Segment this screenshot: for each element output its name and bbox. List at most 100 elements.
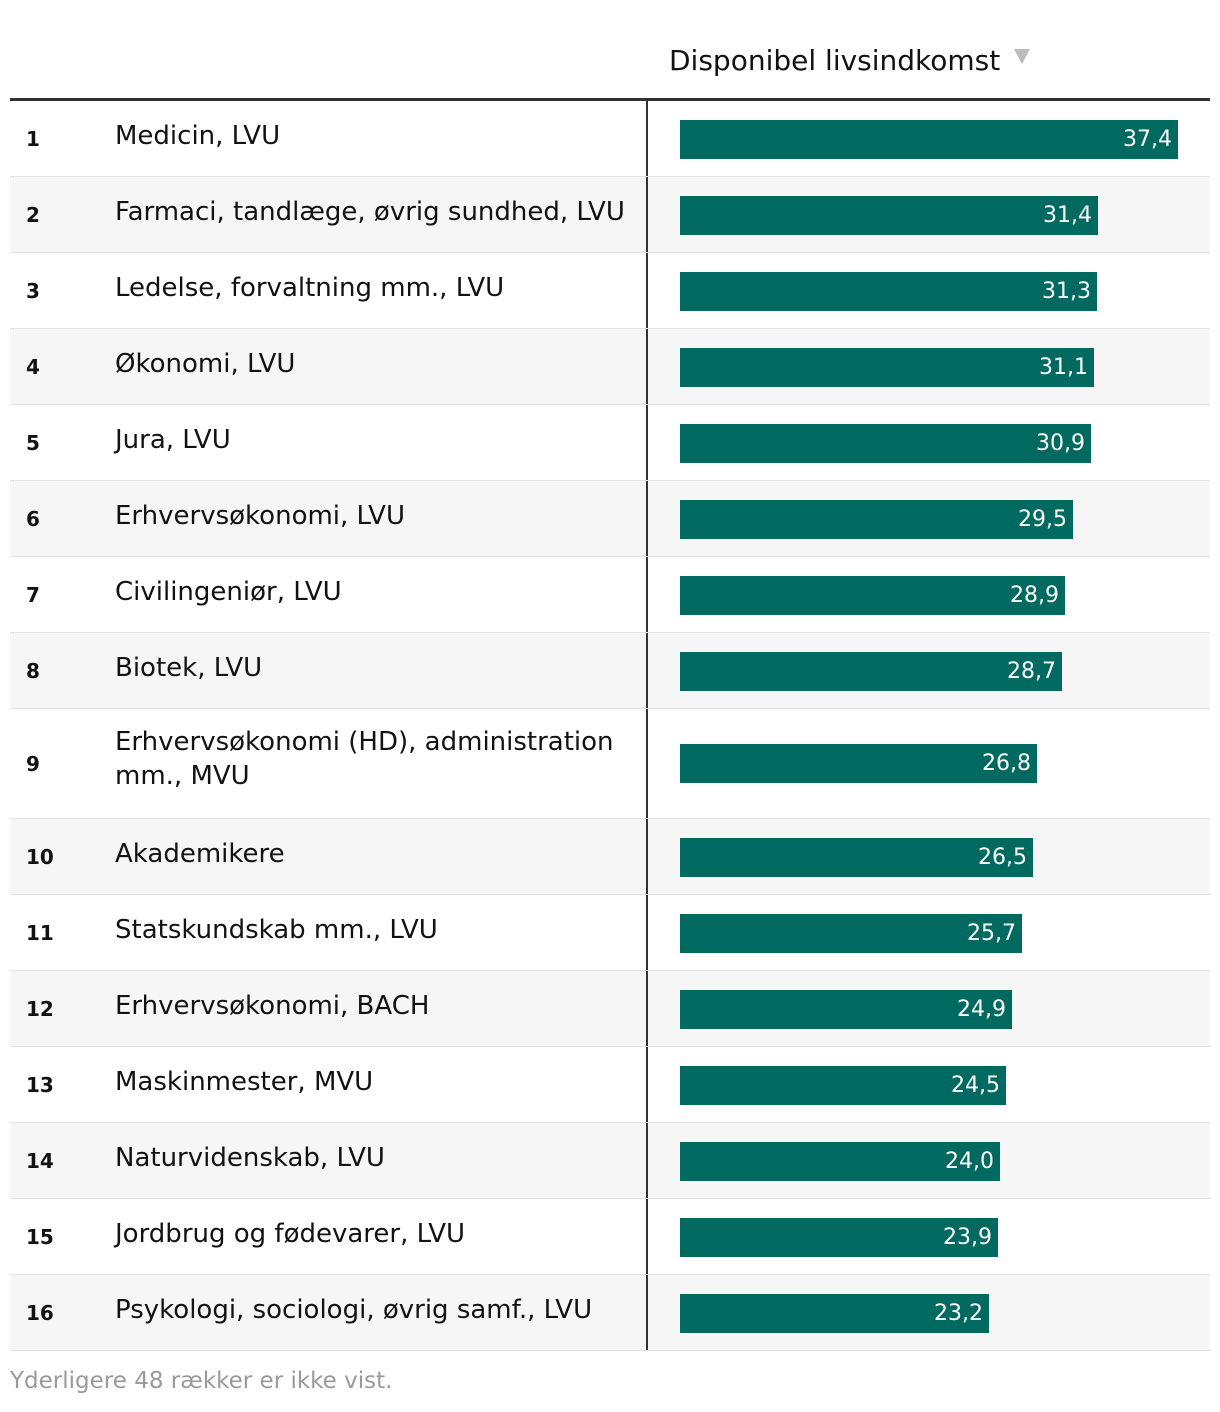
table-row: 11 Statskundskab mm., LVU 25,7 (10, 895, 1210, 971)
rank-number: 15 (26, 1224, 54, 1249)
header-rule (10, 98, 1210, 101)
bar: 37,4 (680, 120, 1178, 159)
rank-number: 9 (26, 751, 40, 776)
bar: 30,9 (680, 424, 1091, 463)
bar: 28,7 (680, 652, 1062, 691)
table-row: 10 Akademikere 26,5 (10, 819, 1210, 895)
column-divider (646, 819, 648, 894)
bar-value-label: 25,7 (967, 921, 1016, 946)
bar-value-label: 37,4 (1123, 127, 1172, 152)
bar-value-label: 31,1 (1039, 355, 1088, 380)
column-divider (646, 405, 648, 480)
education-label: Psykologi, sociologi, øvrig samf., LVU (115, 1295, 593, 1325)
ranking-table: 1 Medicin, LVU 37,4 2 Farmaci, tandlæge, øvr… (10, 101, 1210, 1351)
education-label: Erhvervsøkonomi, LVU (115, 501, 405, 531)
bar: 29,5 (680, 500, 1073, 539)
rank-number: 4 (26, 354, 40, 379)
table-row: 5 Jura, LVU 30,9 (10, 405, 1210, 481)
bar: 31,4 (680, 196, 1098, 235)
bar: 28,9 (680, 576, 1065, 615)
table-row: 8 Biotek, LVU 28,7 (10, 633, 1210, 709)
table-row: 14 Naturvidenskab, LVU 24,0 (10, 1123, 1210, 1199)
education-label: Medicin, LVU (115, 121, 281, 151)
bar: 25,7 (680, 914, 1022, 953)
column-divider (646, 481, 648, 556)
column-divider (646, 709, 648, 818)
bar: 24,9 (680, 990, 1012, 1029)
bar: 24,0 (680, 1142, 1000, 1181)
education-label: Biotek, LVU (115, 653, 263, 683)
table-row: 15 Jordbrug og fødevarer, LVU 23,9 (10, 1199, 1210, 1275)
column-divider (646, 329, 648, 404)
column-divider (646, 253, 648, 328)
table-row: 6 Erhvervsøkonomi, LVU 29,5 (10, 481, 1210, 557)
column-divider (646, 101, 648, 176)
education-label: Maskinmester, MVU (115, 1067, 374, 1097)
column-divider (646, 633, 648, 708)
bar-value-label: 29,5 (1018, 507, 1067, 532)
education-label: Naturvidenskab, LVU (115, 1143, 385, 1173)
column-header-disponibel-livsindkomst[interactable]: Disponibel livsindkomst (669, 44, 1031, 77)
education-label: Civilingeniør, LVU (115, 577, 342, 607)
table-row: 9 Erhvervsøkonomi (HD), administration mm… (10, 709, 1210, 819)
bar-value-label: 28,7 (1007, 659, 1056, 684)
column-title: Disponibel livsindkomst (669, 44, 1001, 77)
column-divider (646, 1275, 648, 1350)
education-label: Statskundskab mm., LVU (115, 915, 438, 945)
education-label: Jordbrug og fødevarer, LVU (115, 1219, 466, 1249)
footnote: Yderligere 48 rækker er ikke vist. (10, 1368, 393, 1394)
column-divider (646, 1047, 648, 1122)
bar-value-label: 26,8 (982, 751, 1031, 776)
rank-number: 2 (26, 202, 40, 227)
column-divider (646, 1199, 648, 1274)
column-divider (646, 557, 648, 632)
education-label: Akademikere (115, 839, 285, 869)
rank-number: 10 (26, 844, 54, 869)
rank-number: 12 (26, 996, 54, 1021)
bar-value-label: 26,5 (978, 845, 1027, 870)
column-divider (646, 1123, 648, 1198)
education-label: Økonomi, LVU (115, 349, 296, 379)
education-label: Erhvervsøkonomi (HD), administration mm.… (115, 727, 614, 791)
table-row: 7 Civilingeniør, LVU 28,9 (10, 557, 1210, 633)
column-divider (646, 895, 648, 970)
table-row: 16 Psykologi, sociologi, øvrig samf., LVU… (10, 1275, 1210, 1351)
bar: 26,8 (680, 744, 1037, 783)
education-label: Farmaci, tandlæge, øvrig sundhed, LVU (115, 197, 625, 227)
bar: 24,5 (680, 1066, 1006, 1105)
bar-value-label: 23,9 (943, 1225, 992, 1250)
bar: 26,5 (680, 838, 1033, 877)
bar: 31,3 (680, 272, 1097, 311)
table-row: 2 Farmaci, tandlæge, øvrig sundhed, LVU 31… (10, 177, 1210, 253)
rank-number: 14 (26, 1148, 54, 1173)
bar-value-label: 30,9 (1036, 431, 1085, 456)
education-label: Ledelse, forvaltning mm., LVU (115, 273, 505, 303)
rank-number: 16 (26, 1300, 54, 1325)
sort-descending-icon[interactable] (1014, 49, 1031, 64)
bar: 31,1 (680, 348, 1094, 387)
table-row: 12 Erhvervsøkonomi, BACH 24,9 (10, 971, 1210, 1047)
bar-value-label: 31,4 (1043, 203, 1092, 228)
bar-value-label: 24,9 (957, 997, 1006, 1022)
table-row: 1 Medicin, LVU 37,4 (10, 101, 1210, 177)
table-header: Disponibel livsindkomst (0, 0, 1220, 98)
table-row: 4 Økonomi, LVU 31,1 (10, 329, 1210, 405)
column-divider (646, 177, 648, 252)
education-label: Erhvervsøkonomi, BACH (115, 991, 430, 1021)
rank-number: 8 (26, 658, 40, 683)
bar-value-label: 24,0 (945, 1149, 994, 1174)
rank-number: 11 (26, 920, 54, 945)
bar-value-label: 31,3 (1042, 279, 1091, 304)
bar-value-label: 24,5 (951, 1073, 1000, 1098)
table-row: 3 Ledelse, forvaltning mm., LVU 31,3 (10, 253, 1210, 329)
table-row: 13 Maskinmester, MVU 24,5 (10, 1047, 1210, 1123)
column-divider (646, 971, 648, 1046)
rank-number: 7 (26, 582, 40, 607)
rank-number: 6 (26, 506, 40, 531)
bar-value-label: 28,9 (1010, 583, 1059, 608)
bar: 23,9 (680, 1218, 998, 1257)
rank-number: 5 (26, 430, 40, 455)
rank-number: 13 (26, 1072, 54, 1097)
bar: 23,2 (680, 1294, 989, 1333)
bar-value-label: 23,2 (934, 1301, 983, 1326)
